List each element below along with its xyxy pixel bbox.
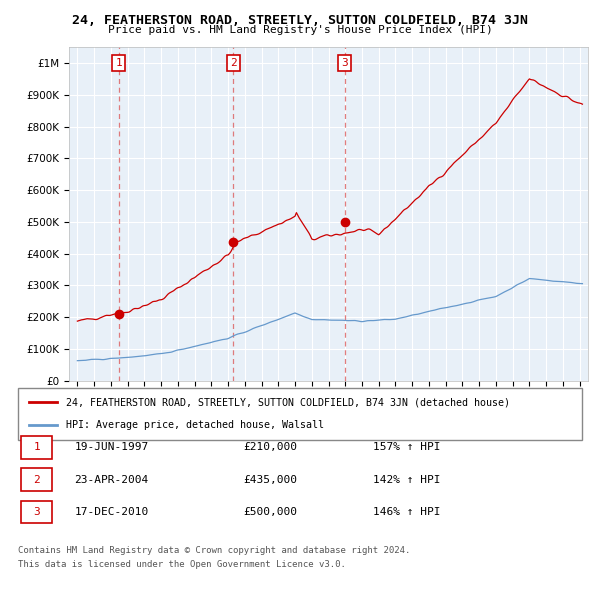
Text: 2: 2 <box>33 475 40 484</box>
Text: 23-APR-2004: 23-APR-2004 <box>74 475 149 484</box>
Text: 146% ↑ HPI: 146% ↑ HPI <box>373 507 441 517</box>
Text: 24, FEATHERSTON ROAD, STREETLY, SUTTON COLDFIELD, B74 3JN (detached house): 24, FEATHERSTON ROAD, STREETLY, SUTTON C… <box>66 397 510 407</box>
Text: £435,000: £435,000 <box>244 475 298 484</box>
Text: £210,000: £210,000 <box>244 442 298 452</box>
FancyBboxPatch shape <box>21 468 52 491</box>
Text: Contains HM Land Registry data © Crown copyright and database right 2024.: Contains HM Land Registry data © Crown c… <box>18 546 410 555</box>
Text: 3: 3 <box>341 58 348 68</box>
FancyBboxPatch shape <box>21 501 52 523</box>
Text: 1: 1 <box>115 58 122 68</box>
Text: 2: 2 <box>230 58 236 68</box>
Text: 1: 1 <box>33 442 40 452</box>
FancyBboxPatch shape <box>21 436 52 458</box>
Text: 19-JUN-1997: 19-JUN-1997 <box>74 442 149 452</box>
FancyBboxPatch shape <box>18 388 582 440</box>
Text: £500,000: £500,000 <box>244 507 298 517</box>
Text: 24, FEATHERSTON ROAD, STREETLY, SUTTON COLDFIELD, B74 3JN: 24, FEATHERSTON ROAD, STREETLY, SUTTON C… <box>72 14 528 27</box>
Text: This data is licensed under the Open Government Licence v3.0.: This data is licensed under the Open Gov… <box>18 560 346 569</box>
Text: 17-DEC-2010: 17-DEC-2010 <box>74 507 149 517</box>
Text: 142% ↑ HPI: 142% ↑ HPI <box>373 475 441 484</box>
Text: Price paid vs. HM Land Registry's House Price Index (HPI): Price paid vs. HM Land Registry's House … <box>107 25 493 35</box>
Text: 157% ↑ HPI: 157% ↑ HPI <box>373 442 441 452</box>
Text: 3: 3 <box>33 507 40 517</box>
Text: HPI: Average price, detached house, Walsall: HPI: Average price, detached house, Wals… <box>66 420 324 430</box>
